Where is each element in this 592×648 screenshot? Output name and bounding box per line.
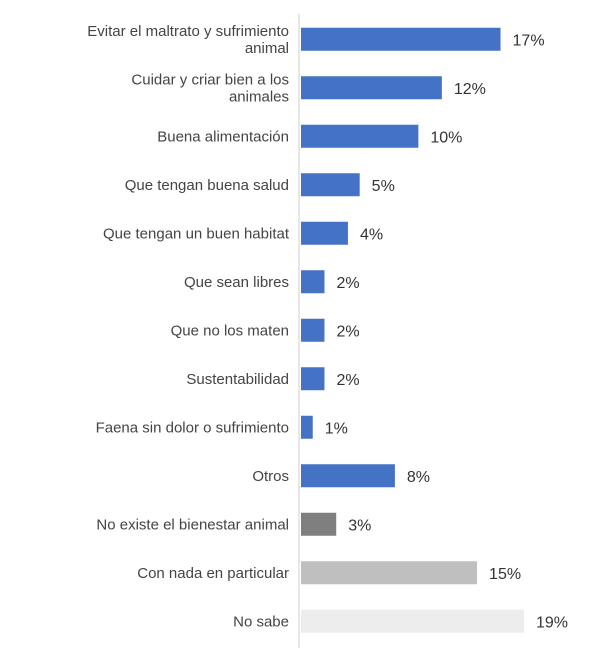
category-label: Cuidar y criar bien a los (131, 71, 289, 88)
bar (301, 318, 325, 342)
value-label: 2% (336, 323, 359, 340)
category-label: Con nada en particular (137, 565, 289, 582)
category-label: Sustentabilidad (186, 371, 289, 388)
bar (301, 415, 313, 439)
bar (301, 512, 337, 536)
bar (301, 609, 524, 633)
value-label: 2% (336, 372, 359, 389)
bar (301, 27, 501, 51)
category-label: Evitar el maltrato y sufrimiento (87, 23, 289, 40)
value-label: 19% (536, 614, 568, 631)
value-label: 2% (336, 275, 359, 292)
bar (301, 124, 419, 148)
category-label: Buena alimentación (157, 128, 289, 145)
category-label: Faena sin dolor o sufrimiento (96, 419, 289, 436)
value-label: 12% (454, 81, 486, 98)
bar (301, 270, 325, 294)
category-label: animal (245, 40, 289, 57)
value-label: 10% (430, 129, 462, 146)
category-label: Que sean libres (184, 274, 289, 291)
value-label: 4% (360, 226, 383, 243)
category-label: Que tengan un buen habitat (103, 225, 290, 242)
value-label: 1% (325, 420, 348, 437)
bar (301, 464, 395, 488)
category-label: No sabe (233, 613, 289, 630)
category-label: animales (229, 88, 289, 105)
value-label: 3% (348, 517, 371, 534)
category-label: No existe el bienestar animal (96, 516, 289, 533)
category-label: Que no los maten (171, 322, 289, 339)
bar (301, 221, 348, 245)
bar (301, 76, 442, 100)
bar (301, 561, 478, 585)
category-label: Que tengan buena salud (125, 177, 289, 194)
category-label: Otros (252, 468, 289, 485)
bar (301, 173, 360, 197)
value-label: 17% (513, 32, 545, 49)
bar-rows: 17%Evitar el maltrato y sufrimientoanima… (87, 23, 568, 633)
value-label: 15% (489, 566, 521, 583)
value-label: 5% (372, 178, 395, 195)
value-label: 8% (407, 469, 430, 486)
bar (301, 367, 325, 391)
